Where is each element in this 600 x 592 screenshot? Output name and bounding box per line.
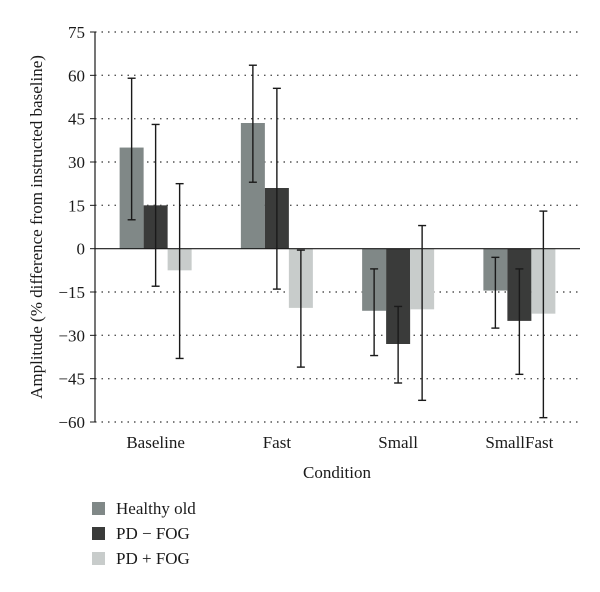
y-tick-labels: 75 60 45 30 15 0 −15 −30 −45 −60	[58, 23, 85, 432]
x-tick-label: Fast	[263, 433, 292, 452]
y-tick-label: 45	[68, 110, 85, 129]
y-tick-label: 75	[68, 23, 85, 42]
grid-lines	[95, 31, 580, 423]
x-tick-label: Baseline	[126, 433, 185, 452]
y-tick-label: 0	[77, 240, 86, 259]
axes	[90, 31, 580, 423]
y-tick-label: 60	[68, 66, 85, 85]
y-tick-label: −60	[58, 413, 85, 432]
legend-swatch	[92, 502, 105, 515]
y-tick-label: −30	[58, 326, 85, 345]
y-tick-label: 15	[68, 196, 85, 215]
y-tick-label: 30	[68, 153, 85, 172]
error-bars	[127, 64, 548, 419]
legend-swatch	[92, 527, 105, 540]
legend-item: PD + FOG	[92, 546, 196, 571]
legend-item: PD − FOG	[92, 521, 196, 546]
bars	[119, 123, 556, 344]
x-tick-label: Small	[378, 433, 418, 452]
y-tick-label: −45	[58, 370, 85, 389]
legend-swatch	[92, 552, 105, 565]
legend-label: PD + FOG	[116, 548, 190, 568]
x-tick-label: SmallFast	[485, 433, 553, 452]
x-tick-labels: Baseline Fast Small SmallFast	[126, 433, 553, 452]
legend-label: Healthy old	[116, 498, 196, 518]
legend-item: Healthy old	[92, 496, 196, 521]
legend-label: PD − FOG	[116, 523, 190, 543]
x-axis-label: Condition	[303, 463, 372, 482]
legend: Healthy old PD − FOG PD + FOG	[92, 496, 196, 571]
y-axis-label: Amplitude (% difference from instructed …	[27, 55, 46, 399]
y-tick-label: −15	[58, 283, 85, 302]
